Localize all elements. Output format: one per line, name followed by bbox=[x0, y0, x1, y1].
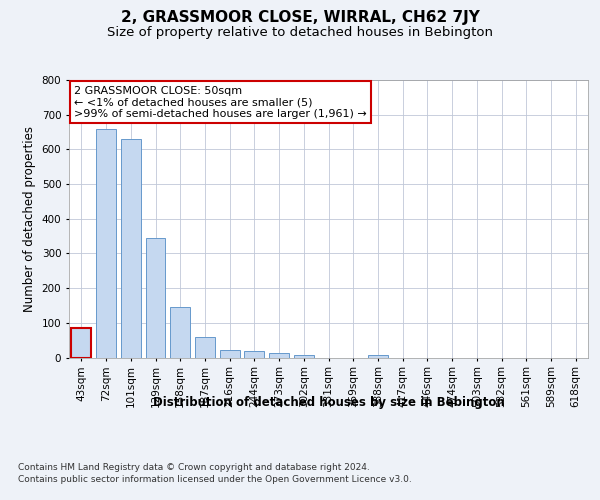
Bar bbox=[170, 307, 190, 358]
Bar bbox=[71, 328, 91, 358]
Y-axis label: Number of detached properties: Number of detached properties bbox=[23, 126, 36, 312]
Text: Distribution of detached houses by size in Bebington: Distribution of detached houses by size … bbox=[153, 396, 505, 409]
Bar bbox=[244, 352, 264, 358]
Text: 2 GRASSMOOR CLOSE: 50sqm
← <1% of detached houses are smaller (5)
>99% of semi-d: 2 GRASSMOOR CLOSE: 50sqm ← <1% of detach… bbox=[74, 86, 367, 118]
Bar bbox=[121, 139, 140, 358]
Bar bbox=[195, 336, 215, 357]
Text: Size of property relative to detached houses in Bebington: Size of property relative to detached ho… bbox=[107, 26, 493, 39]
Bar bbox=[269, 354, 289, 358]
Bar bbox=[368, 354, 388, 358]
Text: 2, GRASSMOOR CLOSE, WIRRAL, CH62 7JY: 2, GRASSMOOR CLOSE, WIRRAL, CH62 7JY bbox=[121, 10, 479, 25]
Bar bbox=[146, 238, 166, 358]
Bar bbox=[294, 354, 314, 358]
Bar bbox=[220, 350, 239, 358]
Text: Contains public sector information licensed under the Open Government Licence v3: Contains public sector information licen… bbox=[18, 475, 412, 484]
Bar bbox=[96, 128, 116, 358]
Text: Contains HM Land Registry data © Crown copyright and database right 2024.: Contains HM Land Registry data © Crown c… bbox=[18, 462, 370, 471]
